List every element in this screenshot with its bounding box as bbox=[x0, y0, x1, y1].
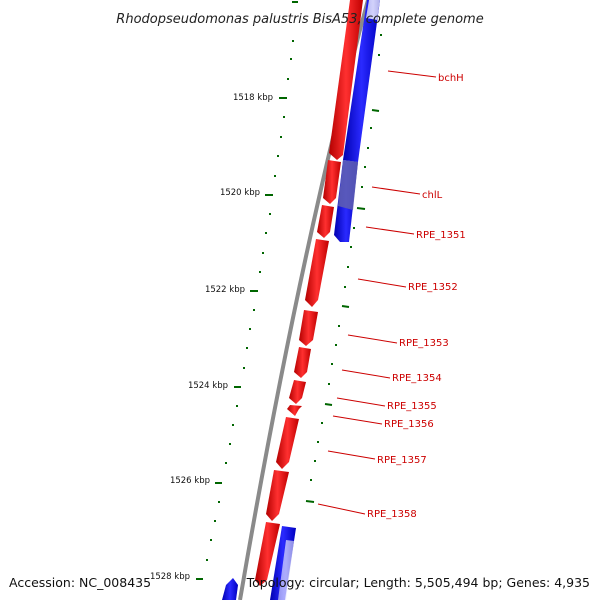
gene-label-RPE_1357: RPE_1357 bbox=[377, 455, 427, 466]
gene-RPE_1351-feature bbox=[317, 205, 334, 238]
gene-RPE_1352-feature bbox=[305, 239, 329, 307]
gene-bchH-feature bbox=[343, 0, 380, 162]
gene-label-RPE_1353: RPE_1353 bbox=[399, 338, 449, 349]
scale-label: 1520 kbp bbox=[220, 188, 260, 198]
gene-blue-bottom-arrow bbox=[222, 578, 238, 600]
gene-RPE_1356-feature bbox=[287, 405, 302, 416]
gene-RPE_1357-feature bbox=[276, 417, 299, 469]
gene-RPE_1354-feature bbox=[294, 347, 311, 378]
gene-red-top-2 bbox=[323, 160, 341, 204]
gene-bchH-light-feature bbox=[366, 0, 380, 20]
gene-label-RPE_1358: RPE_1358 bbox=[367, 509, 417, 520]
gene-leader-lines bbox=[317, 70, 437, 515]
inner-tick-ring bbox=[196, 1, 298, 580]
gene-label-bchH: bchH bbox=[438, 73, 464, 84]
forward-strand-track bbox=[255, 0, 363, 586]
gene-RPE_1358-feature bbox=[266, 470, 289, 521]
gene-label-RPE_1355: RPE_1355 bbox=[387, 401, 437, 412]
gene-blue-lower-light bbox=[278, 540, 294, 600]
gene-label-RPE_1352: RPE_1352 bbox=[408, 282, 458, 293]
scale-labels: 1518 kbp 1520 kbp 1522 kbp 1524 kbp 1526… bbox=[150, 93, 273, 582]
accession-text: Accession: NC_008435 bbox=[9, 575, 151, 590]
gene-RPE_1355-feature bbox=[289, 380, 306, 404]
outer-tick-ring bbox=[305, 34, 382, 503]
scale-label: 1526 kbp bbox=[170, 476, 210, 486]
gene-red-bottom bbox=[255, 522, 280, 586]
gene-RPE_1353-feature bbox=[299, 310, 318, 346]
gene-label-RPE_1354: RPE_1354 bbox=[392, 373, 442, 384]
gene-label-RPE_1356: RPE_1356 bbox=[384, 419, 434, 430]
reverse-strand-track bbox=[222, 0, 380, 600]
map-title: Rhodopseudomonas palustris BisA53, compl… bbox=[116, 12, 483, 27]
topology-text: Topology: circular; Length: 5,505,494 bp… bbox=[246, 575, 590, 590]
gene-red-top-1 bbox=[329, 0, 363, 160]
scale-label: 1524 kbp bbox=[188, 381, 228, 391]
gene-label-RPE_1351: RPE_1351 bbox=[416, 230, 466, 241]
gene-chlL-overlap bbox=[338, 160, 358, 210]
scale-label: 1528 kbp bbox=[150, 572, 190, 582]
gene-labels: bchH chlL RPE_1351 RPE_1352 RPE_1353 RPE… bbox=[367, 73, 466, 520]
scale-label: 1522 kbp bbox=[205, 285, 245, 295]
gene-label-chlL: chlL bbox=[422, 190, 443, 201]
scale-label: 1518 kbp bbox=[233, 93, 273, 103]
